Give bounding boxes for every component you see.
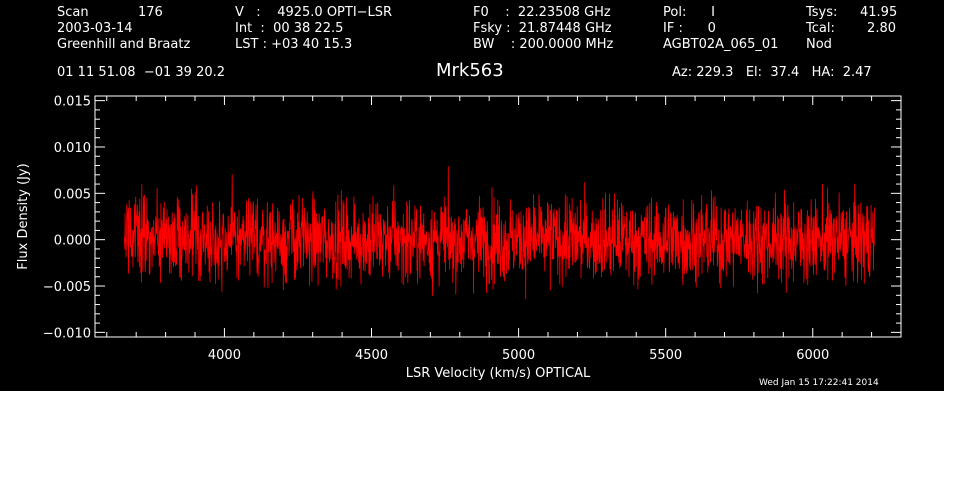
x-axis-title: LSR Velocity (km/s) OPTICAL [406, 366, 591, 381]
integration-time: Int : 00 38 22.5 [235, 21, 344, 36]
tsys-label: Tsys: [806, 5, 838, 20]
tcal-label: Tcal: [806, 21, 835, 36]
y-tick-label: 0.000 [54, 234, 91, 249]
y-axis-title: Flux Density (Jy) [16, 163, 31, 269]
velocity-info: V : 4925.0 OPTI−LSR [235, 5, 393, 20]
scan-label: Scan [57, 5, 89, 20]
x-tick-label: 5000 [502, 348, 535, 363]
x-tick-label: 4500 [355, 348, 388, 363]
rest-frequency: F0 : 22.23508 GHz [473, 5, 611, 20]
switching-mode: Nod [806, 37, 832, 52]
sky-frequency: Fsky : 21.87448 GHz [473, 21, 612, 36]
y-tick-label: 0.010 [54, 141, 91, 156]
project-id: AGBT02A_065_01 [663, 37, 779, 52]
y-tick-label: −0.010 [43, 326, 91, 341]
y-tick-label: 0.005 [54, 187, 91, 202]
lst-info: LST : +03 40 15.3 [235, 37, 353, 52]
plot-frame [94, 95, 902, 338]
scan-value: 176 [138, 5, 163, 20]
if-number: IF : 0 [663, 21, 716, 36]
bandwidth: BW : 200.0000 MHz [473, 37, 614, 52]
tsys-value: 41.95 [860, 5, 898, 20]
source-title: Mrk563 [436, 60, 504, 81]
polarization: Pol: I [663, 5, 715, 20]
y-tick-label: 0.015 [54, 95, 91, 110]
plot-timestamp: Wed Jan 15 17:22:41 2014 [759, 378, 879, 388]
source-coordinates: 01 11 51.08 −01 39 20.2 [57, 65, 226, 80]
x-tick-label: 6000 [796, 348, 829, 363]
plot-panel: Scan 176 2003-03-14 Greenhill and Braatz… [0, 0, 944, 391]
spectrum-chart: 4000 4500 5000 5500 6000 −0.010 −0.005 0.000 0.0… [16, 95, 902, 381]
observer-names: Greenhill and Braatz [57, 37, 191, 52]
tcal-value: 2.80 [867, 21, 896, 36]
x-tick-label: 5500 [649, 348, 682, 363]
x-tick-label: 4000 [208, 348, 241, 363]
spectrum-series-line [124, 166, 875, 299]
observation-date: 2003-03-14 [57, 21, 133, 36]
pointing-info: Az: 229.3 El: 37.4 HA: 2.47 [672, 65, 872, 80]
y-tick-label: −0.005 [43, 280, 91, 295]
